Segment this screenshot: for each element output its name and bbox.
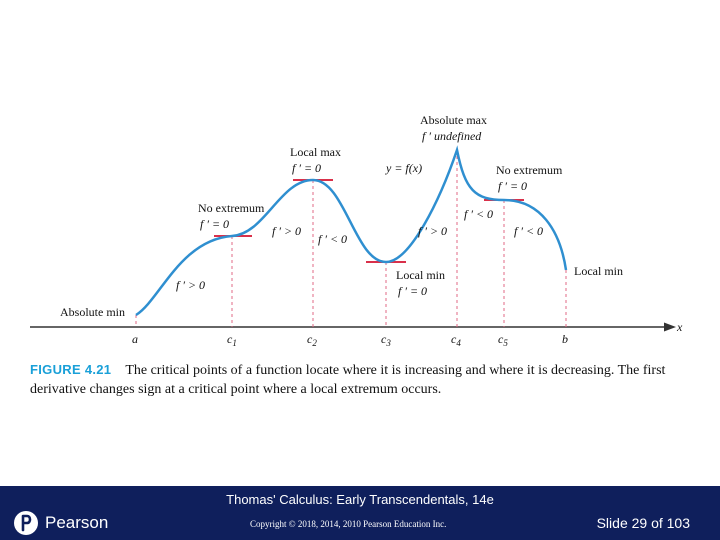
footer-book-title: Thomas' Calculus: Early Transcendentals,… bbox=[226, 492, 494, 507]
caption-text: The critical points of a function locate… bbox=[30, 363, 666, 397]
label-absolute-min: Absolute min bbox=[60, 305, 125, 319]
label-local-min-end: Local min bbox=[574, 264, 623, 278]
pearson-logo: Pearson bbox=[14, 510, 108, 536]
label-fprime-neg-3: f ′ < 0 bbox=[514, 224, 543, 238]
label-no-extremum-2-cond: f ′ = 0 bbox=[498, 179, 527, 193]
point-label-c4: c4 bbox=[451, 332, 461, 348]
figure-number: FIGURE 4.21 bbox=[30, 362, 112, 377]
label-local-max-cond: f ′ = 0 bbox=[292, 161, 321, 175]
label-no-extremum-1-cond: f ′ = 0 bbox=[200, 217, 229, 231]
point-label-a: a bbox=[132, 332, 138, 346]
label-absolute-max: Absolute max bbox=[420, 113, 487, 127]
label-local-min: Local min bbox=[396, 268, 445, 282]
label-fprime-neg-1: f ′ < 0 bbox=[318, 232, 347, 246]
label-fprime-pos-3: f ′ > 0 bbox=[418, 224, 447, 238]
label-fprime-pos-1: f ′ > 0 bbox=[176, 278, 205, 292]
point-label-b: b bbox=[562, 332, 568, 346]
pearson-logo-text: Pearson bbox=[45, 513, 109, 532]
label-no-extremum-2: No extremum bbox=[496, 163, 563, 177]
point-label-c1: c1 bbox=[227, 332, 237, 348]
point-label-c3: c3 bbox=[381, 332, 391, 348]
label-local-min-cond: f ′ = 0 bbox=[398, 284, 427, 298]
pearson-logo-icon bbox=[14, 511, 38, 535]
footer-copyright: Copyright © 2018, 2014, 2010 Pearson Edu… bbox=[250, 519, 447, 529]
x-axis-label: x bbox=[676, 320, 683, 334]
slide-footer: Thomas' Calculus: Early Transcendentals,… bbox=[0, 486, 720, 540]
label-fprime-pos-2: f ′ > 0 bbox=[272, 224, 301, 238]
x-axis-arrow bbox=[664, 322, 676, 332]
label-no-extremum-1: No extremum bbox=[198, 201, 265, 215]
label-function: y = f(x) bbox=[385, 161, 422, 175]
slide-indicator: Slide 29 of 103 bbox=[596, 515, 690, 531]
label-local-max: Local max bbox=[290, 145, 341, 159]
figure-caption: FIGURE 4.21 The critical points of a func… bbox=[30, 360, 690, 399]
label-absolute-max-cond: f ′ undefined bbox=[422, 129, 482, 143]
point-label-c2: c2 bbox=[307, 332, 317, 348]
guide-lines bbox=[135, 150, 567, 327]
point-label-c5: c5 bbox=[498, 332, 508, 348]
function-curve bbox=[135, 145, 568, 317]
critical-points-diagram: x a c1 c2 c3 c4 c5 b Absolute min bbox=[30, 113, 683, 348]
label-fprime-neg-2: f ′ < 0 bbox=[464, 207, 493, 221]
